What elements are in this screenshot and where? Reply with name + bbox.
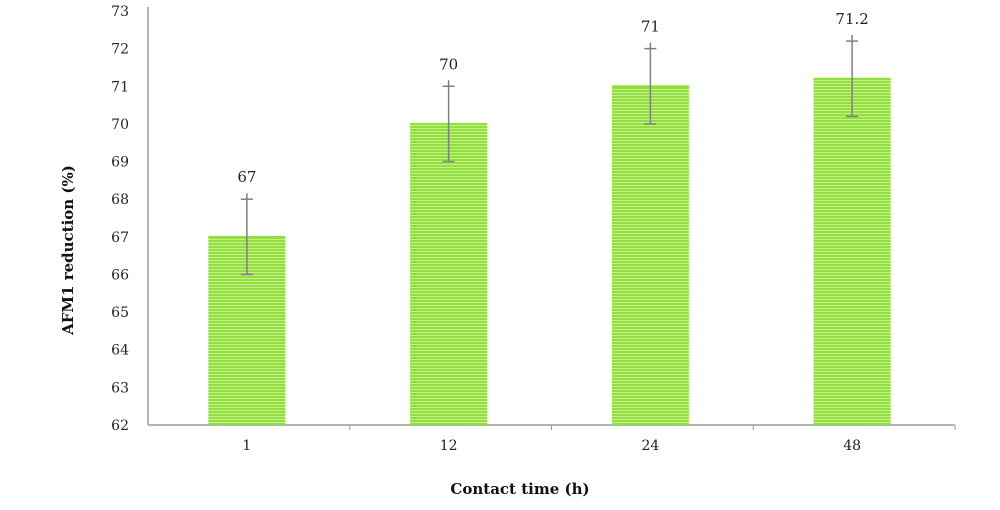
y-tick-label: 63 (111, 380, 129, 396)
x-tick-label: 24 (641, 438, 659, 454)
data-label: 67 (237, 168, 256, 186)
bar (813, 78, 891, 425)
bars (208, 77, 891, 425)
y-tick-label: 66 (111, 267, 129, 283)
labels: 67 70 71 71.2 (237, 10, 869, 186)
y-tick-label: 64 (111, 343, 129, 359)
x-tick-label: 12 (440, 438, 458, 454)
y-axis-title: AFM1 reduction (%) (59, 165, 77, 336)
y-tick-label: 72 (111, 42, 129, 58)
x-tick-label: 48 (843, 438, 861, 454)
error-bars (240, 35, 859, 276)
x-axis-title: Contact time (h) (450, 480, 589, 498)
y-tick-label: 68 (111, 192, 129, 208)
bar (611, 86, 689, 425)
data-label: 71 (641, 18, 660, 36)
y-tick-label: 70 (111, 117, 129, 133)
y-tick-label: 62 (111, 418, 129, 434)
y-tick-label: 65 (111, 305, 129, 321)
x-tick-label: 1 (242, 438, 251, 454)
y-tick-label: 67 (111, 230, 129, 246)
y-tick-label: 73 (111, 4, 129, 20)
bar (410, 123, 488, 425)
y-tick-label: 69 (111, 155, 129, 171)
data-label: 70 (439, 55, 458, 73)
y-tick-label: 71 (111, 79, 129, 95)
data-label: 71.2 (835, 10, 868, 28)
